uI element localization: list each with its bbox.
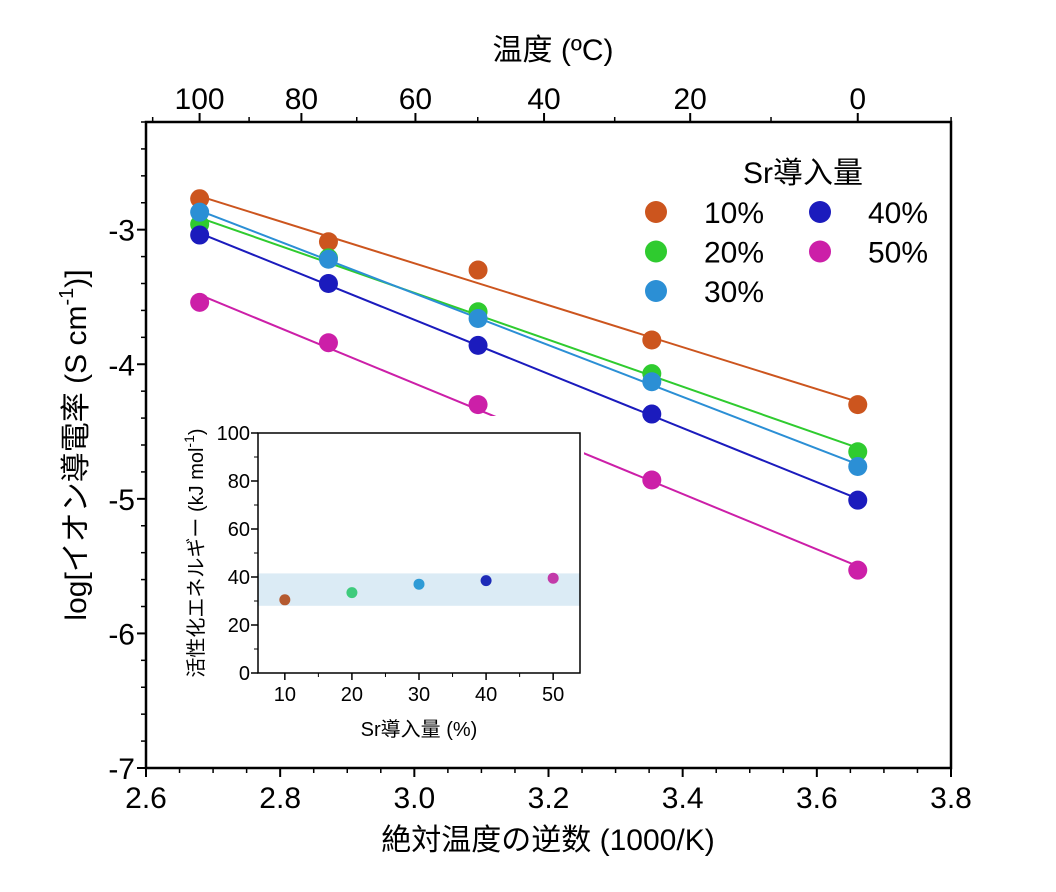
x-tick-label: 3.0	[393, 782, 435, 815]
fit-line-sr-40	[199, 232, 859, 500]
data-point-sr-30	[468, 308, 488, 328]
top-tick-label: 100	[175, 83, 225, 116]
inset-y-tick-label: 80	[228, 471, 250, 493]
data-point-sr-40	[468, 335, 488, 355]
y-tick-label: -3	[108, 215, 135, 248]
x-tick-label: 3.8	[930, 782, 972, 815]
inset-y-tick-label: 0	[239, 663, 250, 685]
y-tick-label: -5	[108, 484, 135, 517]
data-point-sr-50	[848, 560, 868, 580]
inset-y-axis-title-end: )	[186, 428, 208, 435]
x-tick-label: 3.2	[528, 782, 570, 815]
inset-chart: 10 20 30 40 50 0 20 40 60 80 100 Sr導入量 (%) 活性化エネルギ…	[172, 416, 584, 748]
legend-title: Sr導入量	[743, 157, 863, 190]
legend-label-sr-30: 30%	[704, 276, 764, 309]
x-axis-title: 絶対温度の逆数 (1000/K)	[381, 824, 714, 857]
y-axis-title-superscript: -1	[56, 288, 78, 306]
x-tick-label: 2.6	[125, 782, 167, 815]
data-point-sr-50	[642, 470, 662, 490]
top-tick-label: 60	[399, 83, 432, 116]
fit-line-sr-10	[199, 195, 859, 403]
inset-x-axis-title: Sr導入量 (%)	[361, 718, 478, 741]
inset-point-sr-40	[480, 575, 492, 587]
data-point-sr-50	[318, 333, 338, 353]
inset-x-tick-label: 50	[542, 684, 564, 706]
data-point-sr-30	[848, 457, 868, 477]
top-tick-label: 80	[285, 83, 318, 116]
data-point-sr-30	[190, 202, 210, 222]
data-point-sr-40	[318, 274, 338, 293]
inset-y-tick-label: 100	[217, 423, 250, 445]
top-tick-label: 40	[527, 83, 560, 116]
top-tick-label: 0	[849, 83, 866, 116]
inset-x-tick-label: 20	[341, 684, 363, 706]
data-point-sr-10	[190, 189, 210, 209]
legend-marker-sr-30	[645, 280, 667, 302]
top-axis-title: 温度 (ºC)	[493, 34, 614, 67]
legend-label-sr-10: 10%	[704, 197, 764, 230]
fit-line-sr-30	[199, 209, 859, 466]
data-point-sr-10	[468, 260, 488, 280]
data-point-sr-40	[848, 490, 868, 510]
legend-marker-sr-20	[645, 240, 667, 263]
inset-point-sr-20	[346, 587, 358, 599]
data-point-sr-10	[642, 330, 662, 350]
inset-point-sr-30	[413, 578, 425, 590]
data-point-sr-10	[318, 232, 338, 252]
data-point-sr-30	[318, 249, 338, 269]
inset-point-sr-10	[279, 594, 291, 606]
main-plot-frame	[144, 120, 953, 770]
data-point-sr-30	[642, 372, 662, 392]
data-point-sr-50	[190, 292, 210, 312]
x-tick-label: 2.8	[259, 782, 301, 815]
legend: Sr導入量 10% 20% 30% 40% 50%	[645, 157, 928, 309]
inset-plot-frame	[257, 432, 581, 674]
y-tick-label: -7	[108, 753, 135, 786]
legend-label-sr-50: 50%	[868, 237, 928, 270]
data-point-sr-40	[642, 404, 662, 424]
y-axis-title: log[イオン導電率 (S cm-1)]	[56, 269, 93, 620]
inset-y-axis-title-main: 活性化エネルギー (kJ mol	[185, 448, 208, 678]
legend-marker-sr-50	[809, 240, 831, 263]
legend-label-sr-40: 40%	[868, 197, 928, 230]
inset-axes-ticks: 10 20 30 40 50 0 20 40 60 80 100	[217, 423, 565, 706]
data-point-sr-50	[468, 395, 488, 415]
legend-marker-sr-10	[645, 201, 667, 223]
top-tick-label: 20	[674, 83, 707, 116]
inset-y-tick-label: 60	[228, 519, 250, 541]
fit-line-sr-20	[199, 216, 859, 449]
data-point-sr-10	[848, 395, 868, 415]
x-tick-label: 3.4	[662, 782, 704, 815]
inset-points	[279, 572, 559, 606]
legend-label-sr-20: 20%	[704, 237, 764, 270]
inset-y-tick-label: 40	[228, 567, 250, 589]
x-tick-label: 3.6	[796, 782, 838, 815]
y-tick-label: -6	[108, 618, 135, 651]
data-point-sr-20	[848, 442, 868, 462]
inset-y-axis-title: 活性化エネルギー (kJ mol-1)	[181, 428, 208, 677]
inset-x-tick-label: 40	[475, 684, 497, 706]
y-axis-title-end: )]	[60, 269, 93, 287]
inset-y-tick-label: 20	[228, 615, 250, 637]
inset-point-sr-50	[547, 572, 559, 584]
inset-y-axis-title-superscript: -1	[181, 435, 197, 448]
y-tick-label: -4	[108, 349, 135, 382]
y-axis-title-main: log[イオン導電率 (S cm	[60, 306, 93, 621]
inset-x-tick-label: 30	[408, 684, 430, 706]
inset-x-tick-label: 10	[274, 684, 296, 706]
legend-marker-sr-40	[809, 201, 831, 223]
data-point-sr-40	[190, 225, 210, 245]
